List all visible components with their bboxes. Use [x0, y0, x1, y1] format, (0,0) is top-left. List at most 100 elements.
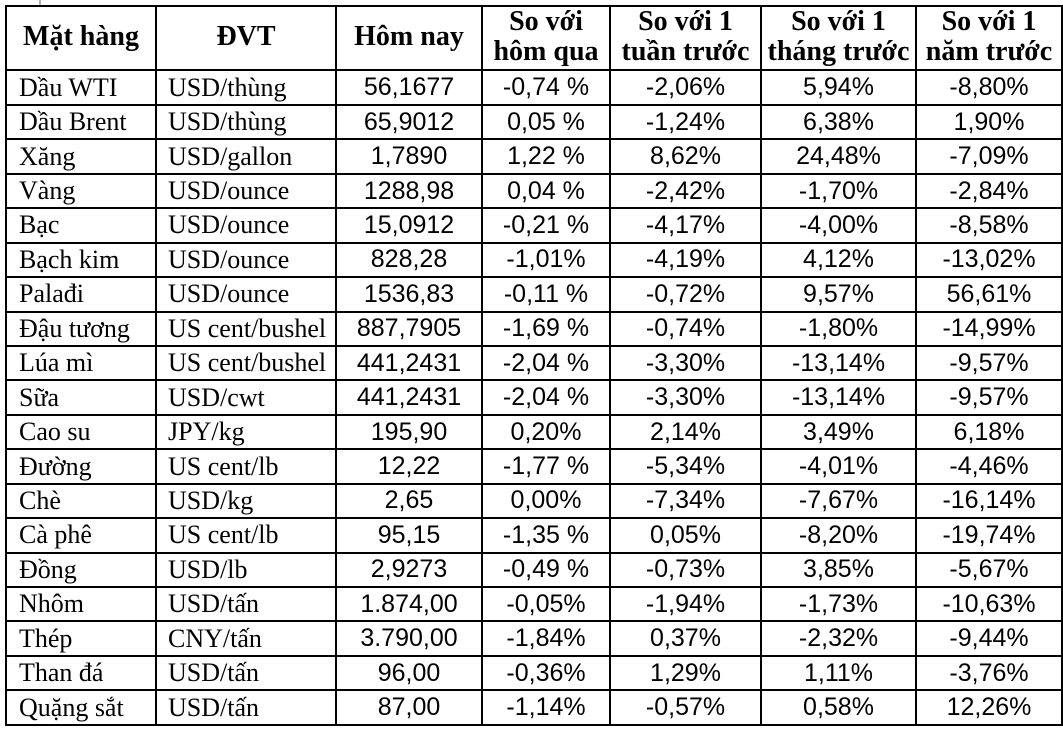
cell-vs-week: -4,17% [609, 207, 762, 244]
cell-vs-month: 3,85% [760, 551, 917, 589]
cell-vs-week: -7,34% [609, 482, 762, 520]
column-header-today: Hôm nay [335, 4, 483, 72]
cell-vs-week: -0,73% [609, 551, 762, 589]
cell-vs-yesterday: -0,74 % [481, 69, 611, 106]
cell-commodity: Bạch kim [5, 241, 157, 279]
cell-today: 441,2431 [335, 344, 483, 382]
cell-commodity: Cao su [5, 413, 157, 451]
cell-commodity: Thép [5, 620, 157, 657]
cell-vs-year: -9,57% [915, 379, 1063, 416]
cell-vs-year: -10,63% [915, 586, 1063, 623]
cell-vs-yesterday: -1,01% [481, 241, 611, 279]
table-row: Dầu WTI USD/thùng 56,1677 -0,74 % -2,06% 5,94… [5, 69, 1063, 106]
cell-today: 96,00 [335, 654, 483, 692]
cell-vs-yesterday: -1,69 % [481, 310, 611, 347]
cell-today: 887,7905 [335, 310, 483, 347]
cell-vs-month: -1,70% [760, 172, 917, 210]
cell-unit: USD/ounce [155, 207, 337, 244]
cell-vs-year: -19,74% [915, 517, 1063, 554]
cell-vs-yesterday: -0,05% [481, 586, 611, 623]
cell-unit: USD/kg [155, 482, 337, 520]
table-row: Đồng USD/lb 2,9273 -0,49 % -0,73% 3,85% -5,67% [5, 551, 1063, 589]
stray-cursor-mark [39, 0, 41, 6]
cell-vs-year: -8,80% [915, 69, 1063, 106]
cell-vs-month: 5,94% [760, 69, 917, 106]
table-row: Đậu tương US cent/bushel 887,7905 -1,69 % -0… [5, 310, 1063, 347]
cell-unit: USD/gallon [155, 138, 337, 175]
cell-today: 65,9012 [335, 103, 483, 141]
cell-vs-month: -2,32% [760, 620, 917, 657]
cell-vs-month: -13,14% [760, 344, 917, 382]
cell-vs-week: 0,05% [609, 517, 762, 554]
cell-unit: US cent/lb [155, 448, 337, 485]
cell-vs-month: -8,20% [760, 517, 917, 554]
cell-unit: USD/lb [155, 551, 337, 589]
cell-vs-month: 4,12% [760, 241, 917, 279]
cell-commodity: Đậu tương [5, 310, 157, 347]
cell-vs-week: -3,30% [609, 344, 762, 382]
cell-today: 95,15 [335, 517, 483, 554]
cell-vs-year: 6,18% [915, 413, 1063, 451]
cell-unit: US cent/bushel [155, 310, 337, 347]
cell-vs-week: -2,42% [609, 172, 762, 210]
cell-vs-month: -4,00% [760, 207, 917, 244]
cell-today: 1536,83 [335, 276, 483, 313]
column-header-vs-month: So với 1 tháng trước [760, 4, 917, 72]
cell-vs-week: -5,34% [609, 448, 762, 485]
cell-unit: USD/ounce [155, 276, 337, 313]
cell-vs-yesterday: -0,49 % [481, 551, 611, 589]
cell-vs-year: -5,67% [915, 551, 1063, 589]
cell-vs-month: 24,48% [760, 138, 917, 175]
cell-commodity: Palađi [5, 276, 157, 313]
cell-vs-year: -3,76% [915, 654, 1063, 692]
cell-vs-year: -9,44% [915, 620, 1063, 657]
cell-unit: US cent/lb [155, 517, 337, 554]
cell-vs-yesterday: -2,04 % [481, 379, 611, 416]
table-row: Vàng USD/ounce 1288,98 0,04 % -2,42% -1,70% -2… [5, 172, 1063, 210]
cell-commodity: Cà phê [5, 517, 157, 554]
cell-vs-week: -0,57% [609, 689, 762, 726]
cell-unit: USD/thùng [155, 103, 337, 141]
table-row: Sữa USD/cwt 441,2431 -2,04 % -3,30% -13,14% -9… [5, 379, 1063, 416]
table-row: Palađi USD/ounce 1536,83 -0,11 % -0,72% 9,57%… [5, 276, 1063, 313]
cell-vs-yesterday: 0,04 % [481, 172, 611, 210]
table-row: Than đá USD/tấn 96,00 -0,36% 1,29% 1,11% -3,76… [5, 654, 1063, 692]
cell-commodity: Quặng sắt [5, 689, 157, 726]
cell-commodity: Than đá [5, 654, 157, 692]
cell-today: 2,9273 [335, 551, 483, 589]
cell-vs-month: -7,67% [760, 482, 917, 520]
cell-vs-year: 1,90% [915, 103, 1063, 141]
cell-today: 1.874,00 [335, 586, 483, 623]
cell-vs-year: -7,09% [915, 138, 1063, 175]
cell-unit: CNY/tấn [155, 620, 337, 657]
cell-vs-yesterday: -1,77 % [481, 448, 611, 485]
cell-unit: US cent/bushel [155, 344, 337, 382]
cell-today: 2,65 [335, 482, 483, 520]
table-row: Cao su JPY/kg 195,90 0,20% 2,14% 3,49% 6,18% [5, 413, 1063, 451]
column-header-vs-week: So với 1 tuần trước [609, 4, 762, 72]
commodity-price-table: Mặt hàng ĐVT Hôm nay So với hôm qua So v… [5, 4, 1063, 726]
cell-vs-week: -2,06% [609, 69, 762, 106]
cell-vs-yesterday: -2,04 % [481, 344, 611, 382]
table-row: Đường US cent/lb 12,22 -1,77 % -5,34% -4,01% -… [5, 448, 1063, 485]
cell-commodity: Sữa [5, 379, 157, 416]
cell-unit: USD/ounce [155, 172, 337, 210]
cell-vs-month: -1,73% [760, 586, 917, 623]
cell-vs-year: -14,99% [915, 310, 1063, 347]
table-row: Xăng USD/gallon 1,7890 1,22 % 8,62% 24,48% -7,… [5, 138, 1063, 175]
table-row: Bạc USD/ounce 15,0912 -0,21 % -4,17% -4,00% -8… [5, 207, 1063, 244]
cell-vs-week: -3,30% [609, 379, 762, 416]
cell-vs-yesterday: -1,84% [481, 620, 611, 657]
cell-vs-yesterday: -1,35 % [481, 517, 611, 554]
table-body: Dầu WTI USD/thùng 56,1677 -0,74 % -2,06% 5,94… [5, 69, 1063, 726]
cell-vs-yesterday: -1,14% [481, 689, 611, 726]
table-row: Lúa mì US cent/bushel 441,2431 -2,04 % -3,30… [5, 344, 1063, 382]
cell-commodity: Chè [5, 482, 157, 520]
header-row: Mặt hàng ĐVT Hôm nay So với hôm qua So v… [5, 4, 1063, 72]
cell-unit: USD/cwt [155, 379, 337, 416]
cell-vs-week: -1,94% [609, 586, 762, 623]
cell-vs-yesterday: -0,21 % [481, 207, 611, 244]
column-header-unit: ĐVT [155, 4, 337, 72]
cell-vs-week: -1,24% [609, 103, 762, 141]
cell-vs-yesterday: 0,00% [481, 482, 611, 520]
